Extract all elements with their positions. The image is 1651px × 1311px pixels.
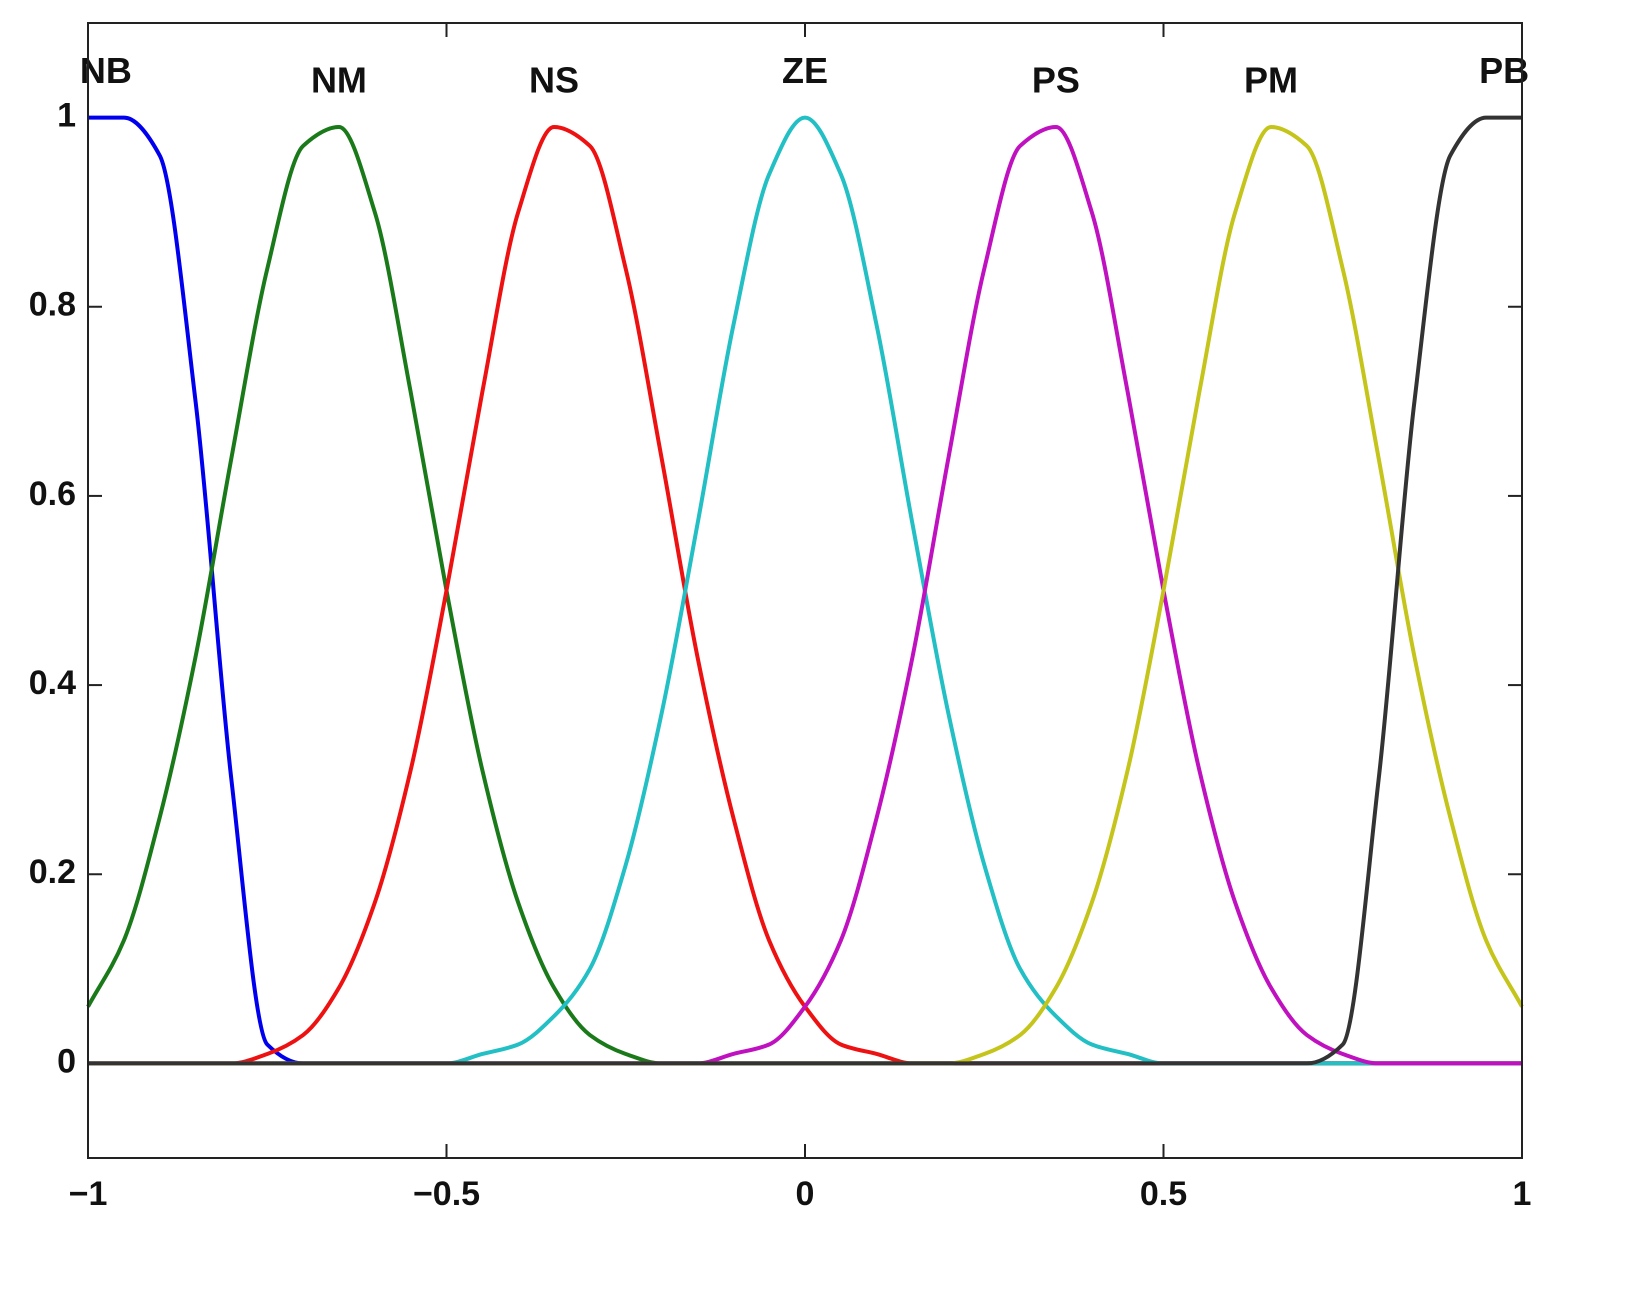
plot-frame [87, 22, 1523, 1159]
y-tick-label: 1 [57, 97, 76, 135]
y-tick-label: 0.6 [29, 475, 76, 513]
series-label: PM [1244, 60, 1298, 101]
x-tick-label: 0.5 [1140, 1175, 1187, 1213]
x-tick-label: 0 [796, 1175, 815, 1213]
x-tick-label: −1 [69, 1175, 108, 1213]
series-line [88, 125, 1522, 1066]
y-tick-label: 0.2 [29, 853, 76, 891]
x-tick-label: −0.5 [413, 1175, 480, 1213]
y-tick-label: 0.4 [29, 664, 76, 702]
series-label: NS [529, 60, 579, 101]
series-line [88, 115, 1522, 1066]
y-tick-label: 0 [57, 1042, 76, 1080]
series-line [88, 125, 1524, 1066]
series-label: PS [1032, 60, 1080, 101]
series-label: PB [1479, 50, 1529, 91]
series-line [88, 115, 1522, 1066]
series-label: ZE [782, 50, 828, 91]
x-tick-label: 1 [1513, 1175, 1532, 1213]
series-label: NM [311, 60, 367, 101]
series-line [86, 125, 1522, 1066]
series-line [88, 115, 1522, 1066]
y-tick-label: 0.8 [29, 286, 76, 324]
series-line [88, 125, 1522, 1066]
